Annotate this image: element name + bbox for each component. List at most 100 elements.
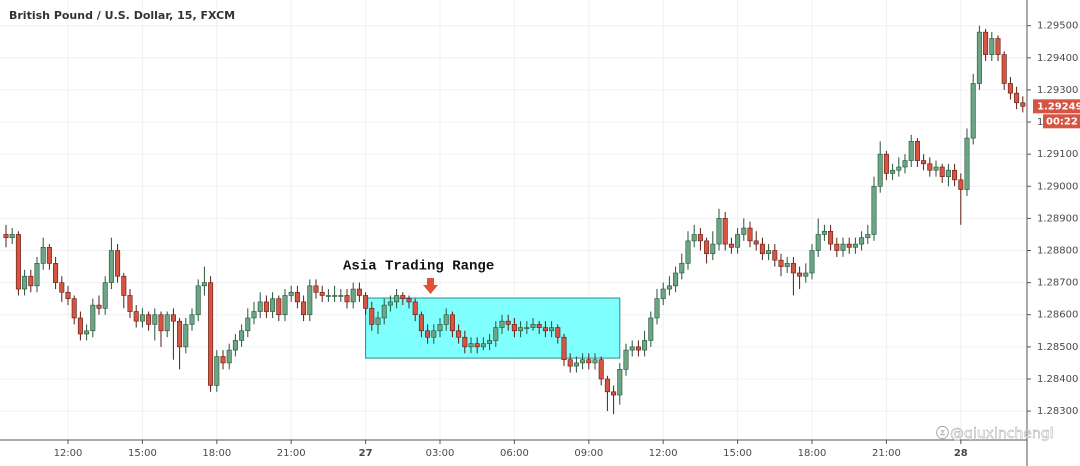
candle-body <box>803 272 809 277</box>
candle-body <box>573 362 579 367</box>
candle-body <box>648 317 654 341</box>
candle-body <box>685 240 691 264</box>
candle-body <box>642 340 648 351</box>
candle-body <box>245 317 251 332</box>
range-box <box>365 297 621 359</box>
candle-body <box>146 314 152 325</box>
candle-body <box>673 272 679 287</box>
candle-body <box>313 285 319 293</box>
candle-body <box>679 263 685 274</box>
candle-body <box>462 336 468 348</box>
candle-body <box>468 343 474 348</box>
candle-body <box>859 237 865 245</box>
candle-body <box>139 314 145 322</box>
candle-body <box>555 327 561 338</box>
candle-body <box>784 263 790 267</box>
candle-body <box>691 234 697 242</box>
candle-body <box>809 250 815 274</box>
x-tick-label: 12:00 <box>649 448 678 459</box>
candle-body <box>387 301 393 306</box>
candle-body <box>183 324 189 348</box>
candle-body <box>406 298 412 303</box>
candle-body <box>530 324 536 328</box>
candle-body <box>890 169 896 174</box>
candle-body <box>542 327 548 332</box>
candle-body <box>344 295 350 303</box>
candle-body <box>499 320 505 328</box>
countdown-label: 00:22 <box>1046 116 1078 127</box>
candle-body <box>319 291 325 296</box>
candle-body <box>15 234 21 290</box>
candle-body <box>611 391 617 396</box>
candle-body <box>449 314 455 332</box>
candle-body <box>301 301 307 316</box>
candle-body <box>431 330 437 338</box>
candle-body <box>59 282 65 293</box>
candle-body <box>71 298 77 319</box>
candle-body <box>722 218 728 245</box>
candle-body <box>958 179 964 190</box>
candle-body <box>9 234 15 238</box>
candle-body <box>945 169 951 177</box>
candle-body <box>437 324 443 332</box>
x-tick-label: 18:00 <box>202 448 231 459</box>
candle-body <box>654 298 660 319</box>
candle-body <box>797 272 803 277</box>
candle-body <box>710 243 716 255</box>
candle-body <box>580 359 586 364</box>
watermark: @qiuxinchengl <box>950 426 1054 442</box>
candle-body <box>338 295 344 297</box>
x-tick-label: 28 <box>954 448 968 459</box>
candle-body <box>927 163 933 171</box>
candle-body <box>90 304 96 332</box>
candle-body <box>443 314 449 325</box>
candle-body <box>976 31 982 84</box>
candle-body <box>77 317 83 335</box>
candle-body <box>96 304 102 309</box>
x-tick-label: 18:00 <box>798 448 827 459</box>
candle-body <box>332 295 338 297</box>
candle-body <box>102 282 108 309</box>
candle-body <box>363 295 369 309</box>
candle-body <box>747 227 753 242</box>
x-tick-label: 15:00 <box>128 448 157 459</box>
y-tick-label: 1.29000 <box>1037 181 1078 192</box>
candle-body <box>270 298 276 312</box>
candle-body <box>536 324 542 328</box>
candle-body <box>40 246 46 264</box>
candle-body <box>877 153 883 187</box>
x-tick-label: 09:00 <box>574 448 603 459</box>
candle-body <box>933 166 939 171</box>
last-price-label: 1.29249 <box>1037 101 1080 112</box>
candle-body <box>766 250 772 255</box>
countdown-box <box>1043 114 1080 129</box>
y-tick-label: 1.28800 <box>1037 246 1078 257</box>
y-tick-label: 1.28900 <box>1037 213 1078 224</box>
candle-body <box>598 359 604 380</box>
candle-body <box>425 330 431 338</box>
candle-body <box>623 349 629 370</box>
last-price-box <box>1033 99 1080 114</box>
candle-body <box>34 263 40 287</box>
candle-body <box>307 285 313 316</box>
candle-body <box>356 288 362 296</box>
candle-body <box>53 263 59 283</box>
candle-body <box>133 311 139 322</box>
candle-body <box>158 314 164 332</box>
y-tick-label: 1.29500 <box>1037 21 1078 32</box>
candle-body <box>381 304 387 319</box>
candle-body <box>456 330 462 338</box>
candle-body <box>735 234 741 248</box>
candle-body <box>635 346 641 351</box>
candle-body <box>840 243 846 251</box>
candle-body <box>263 301 269 312</box>
watermark-icon: ⓩ <box>936 427 949 442</box>
candle-body <box>995 38 1001 55</box>
candle-body <box>896 166 902 171</box>
chart-title: British Pound / U.S. Dollar, 15, FXCM <box>9 9 235 22</box>
candle-body <box>778 259 784 267</box>
candle-body <box>970 83 976 139</box>
y-tick-label: 1.28600 <box>1037 310 1078 321</box>
